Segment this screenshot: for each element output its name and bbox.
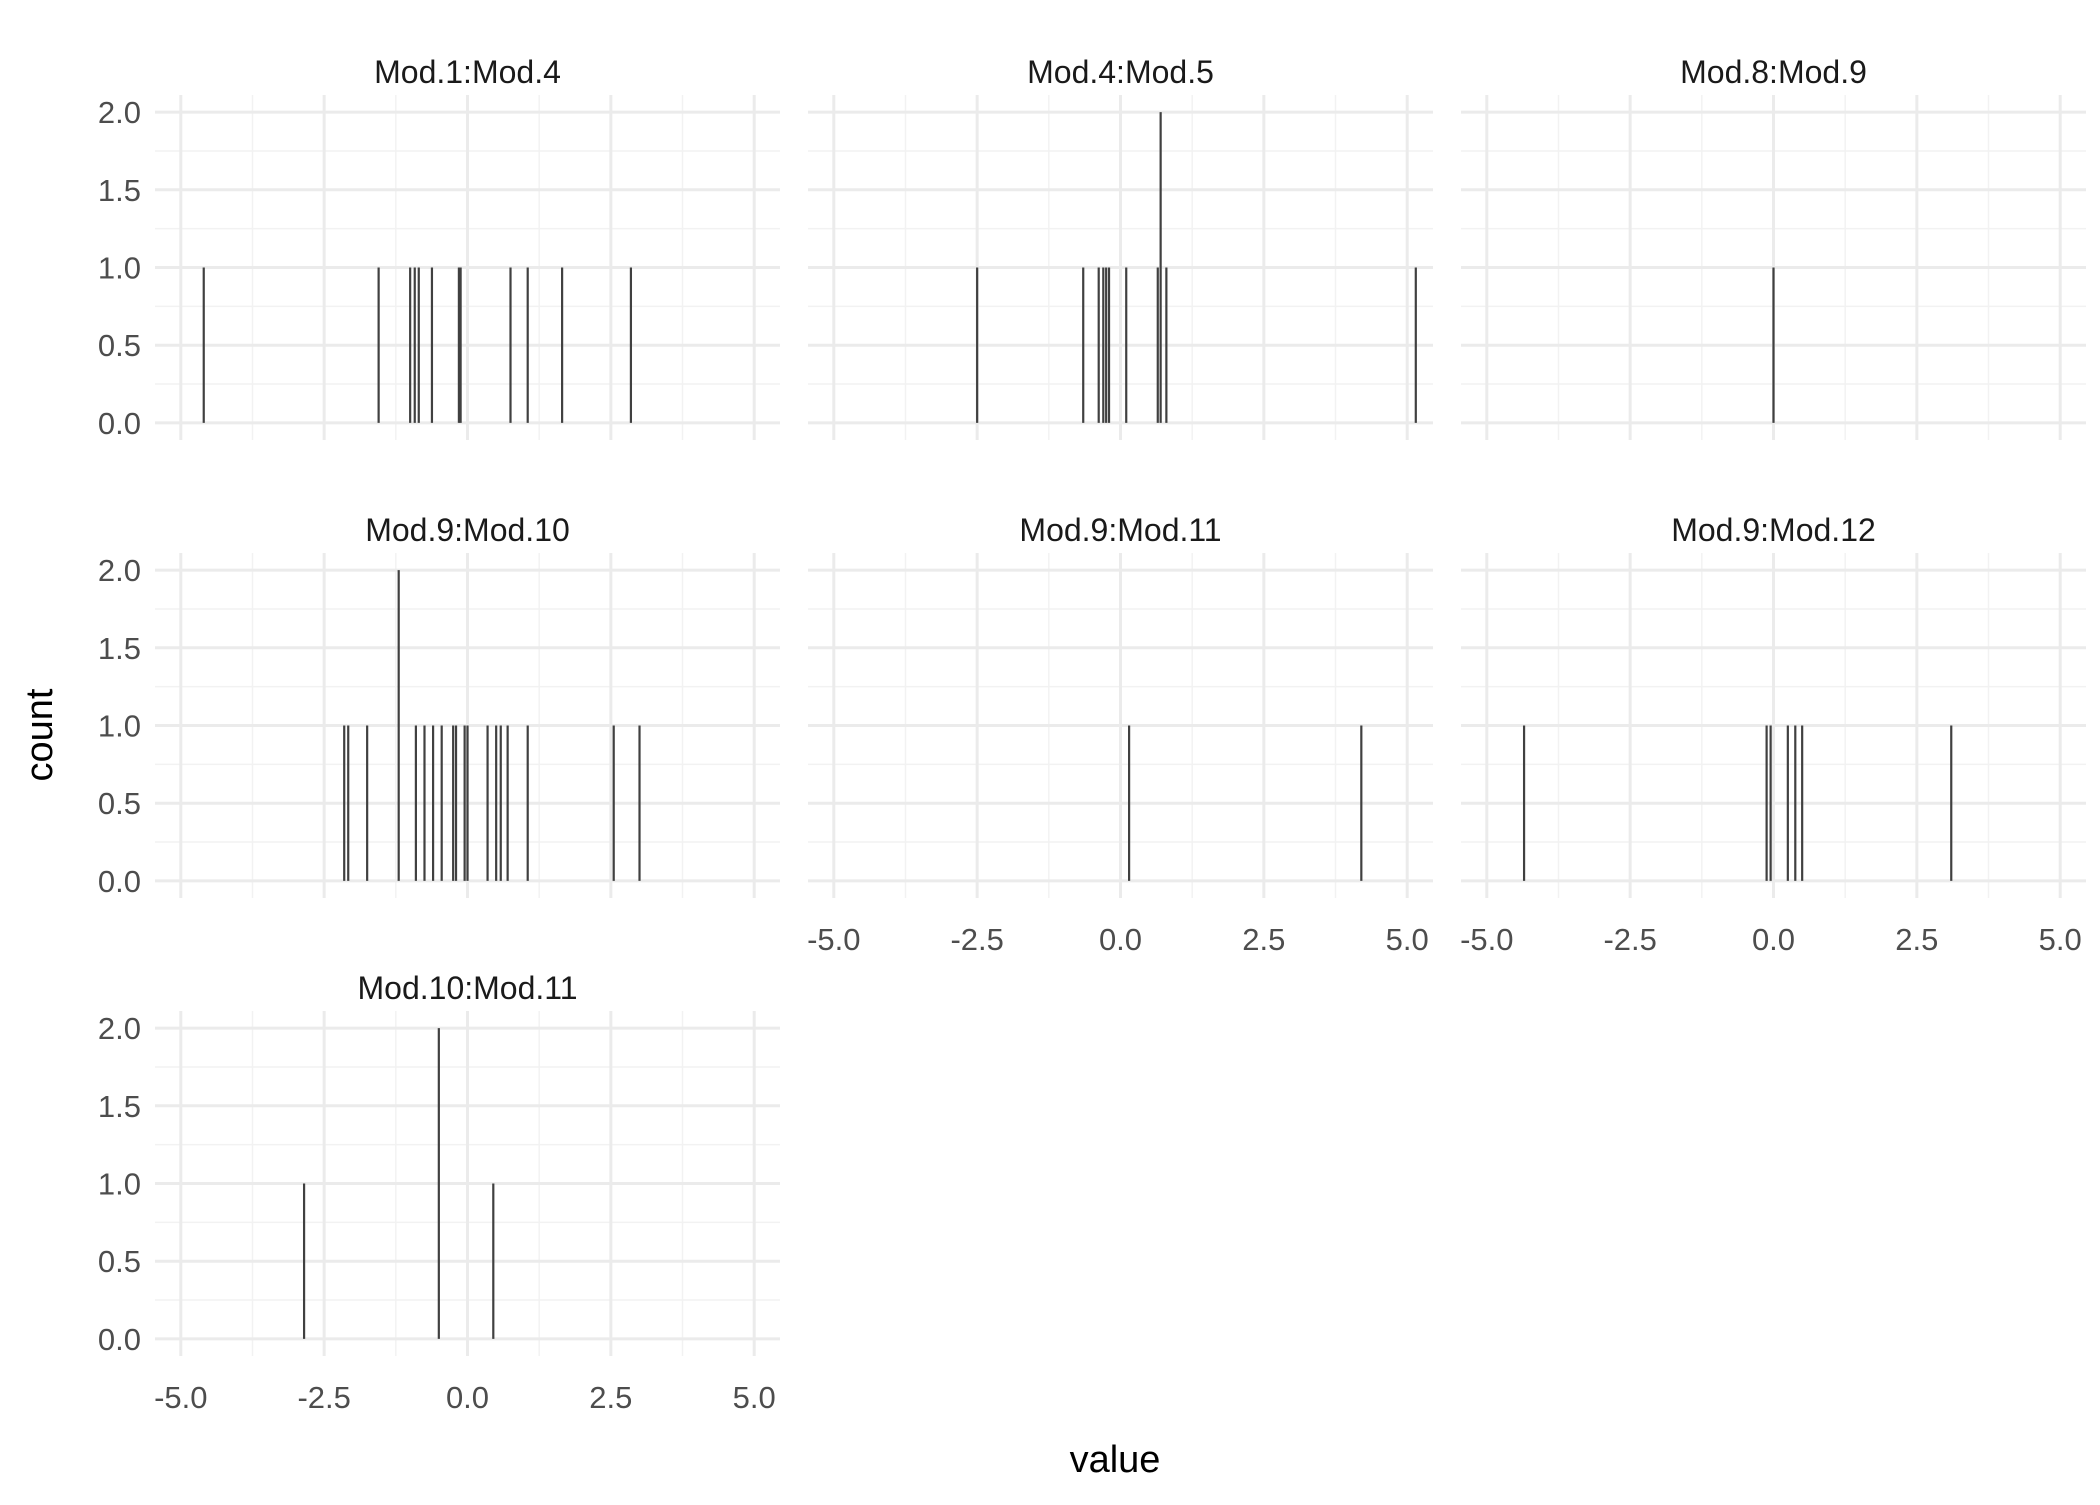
x-tick-label: -2.5 bbox=[297, 1380, 350, 1415]
facet-panel: Mod.9:Mod.11 -5.0 -2.5 0.0 2.5 5.0 bbox=[807, 512, 1433, 957]
y-tick-label: 1.0 bbox=[98, 709, 141, 744]
x-tick-label: 0.0 bbox=[446, 1380, 489, 1415]
y-tick-label: 0.0 bbox=[98, 864, 141, 899]
facet-title: Mod.1:Mod.4 bbox=[374, 54, 561, 90]
x-tick-label: 5.0 bbox=[1386, 922, 1429, 957]
y-tick-label: 0.5 bbox=[98, 1244, 141, 1279]
y-tick-label: 1.0 bbox=[98, 1167, 141, 1202]
y-tick-label: 1.5 bbox=[98, 1089, 141, 1124]
x-tick-label: -2.5 bbox=[950, 922, 1003, 957]
facet-title: Mod.9:Mod.11 bbox=[1019, 512, 1221, 548]
facet-title: Mod.9:Mod.10 bbox=[365, 512, 570, 548]
facet-panel: Mod.9:Mod.12 -5.0 -2.5 0.0 2.5 5.0 bbox=[1460, 512, 2086, 957]
facet-panel: Mod.10:Mod.11 0.0 0.5 1.0 1.5 2.0 -5.0 -2.5 0.0 2… bbox=[98, 970, 780, 1415]
y-tick-label: 1.5 bbox=[98, 173, 141, 208]
facet-title: Mod.4:Mod.5 bbox=[1027, 54, 1214, 90]
y-tick-label: 2.0 bbox=[98, 553, 141, 588]
y-tick-label: 1.5 bbox=[98, 631, 141, 666]
x-tick-label: 5.0 bbox=[2039, 922, 2082, 957]
x-tick-label: 2.5 bbox=[1895, 922, 1938, 957]
y-axis-title: count bbox=[19, 688, 61, 781]
facet-title: Mod.8:Mod.9 bbox=[1680, 54, 1867, 90]
x-axis-title: value bbox=[1070, 1439, 1161, 1481]
facet-title: Mod.10:Mod.11 bbox=[358, 970, 578, 1006]
x-tick-label: 0.0 bbox=[1099, 922, 1142, 957]
y-tick-label: 2.0 bbox=[98, 1011, 141, 1046]
x-tick-label: -5.0 bbox=[154, 1380, 207, 1415]
x-tick-label: 5.0 bbox=[733, 1380, 776, 1415]
facet-panel: Mod.4:Mod.5 bbox=[808, 54, 1433, 440]
facet-panel: Mod.8:Mod.9 bbox=[1461, 54, 2086, 440]
y-tick-label: 0.0 bbox=[98, 406, 141, 441]
x-tick-label: -5.0 bbox=[807, 922, 860, 957]
y-tick-label: 0.0 bbox=[98, 1322, 141, 1357]
y-tick-label: 2.0 bbox=[98, 95, 141, 130]
facet-panel: Mod.9:Mod.10 0.0 0.5 1.0 1.5 2.0 bbox=[98, 512, 780, 899]
panels-layer: Mod.1:Mod.4 0.0 0.5 1.0 1.5 2.0 Mod.4:Mod.5 Mod… bbox=[98, 54, 2086, 1415]
y-tick-label: 0.5 bbox=[98, 786, 141, 821]
x-tick-label: 0.0 bbox=[1752, 922, 1795, 957]
x-tick-label: -5.0 bbox=[1460, 922, 1513, 957]
facet-panel: Mod.1:Mod.4 0.0 0.5 1.0 1.5 2.0 bbox=[98, 54, 780, 441]
facet-title: Mod.9:Mod.12 bbox=[1671, 512, 1876, 548]
x-tick-label: -2.5 bbox=[1603, 922, 1656, 957]
x-tick-label: 2.5 bbox=[1242, 922, 1285, 957]
y-tick-label: 1.0 bbox=[98, 251, 141, 286]
y-tick-label: 0.5 bbox=[98, 328, 141, 363]
x-tick-label: 2.5 bbox=[589, 1380, 632, 1415]
